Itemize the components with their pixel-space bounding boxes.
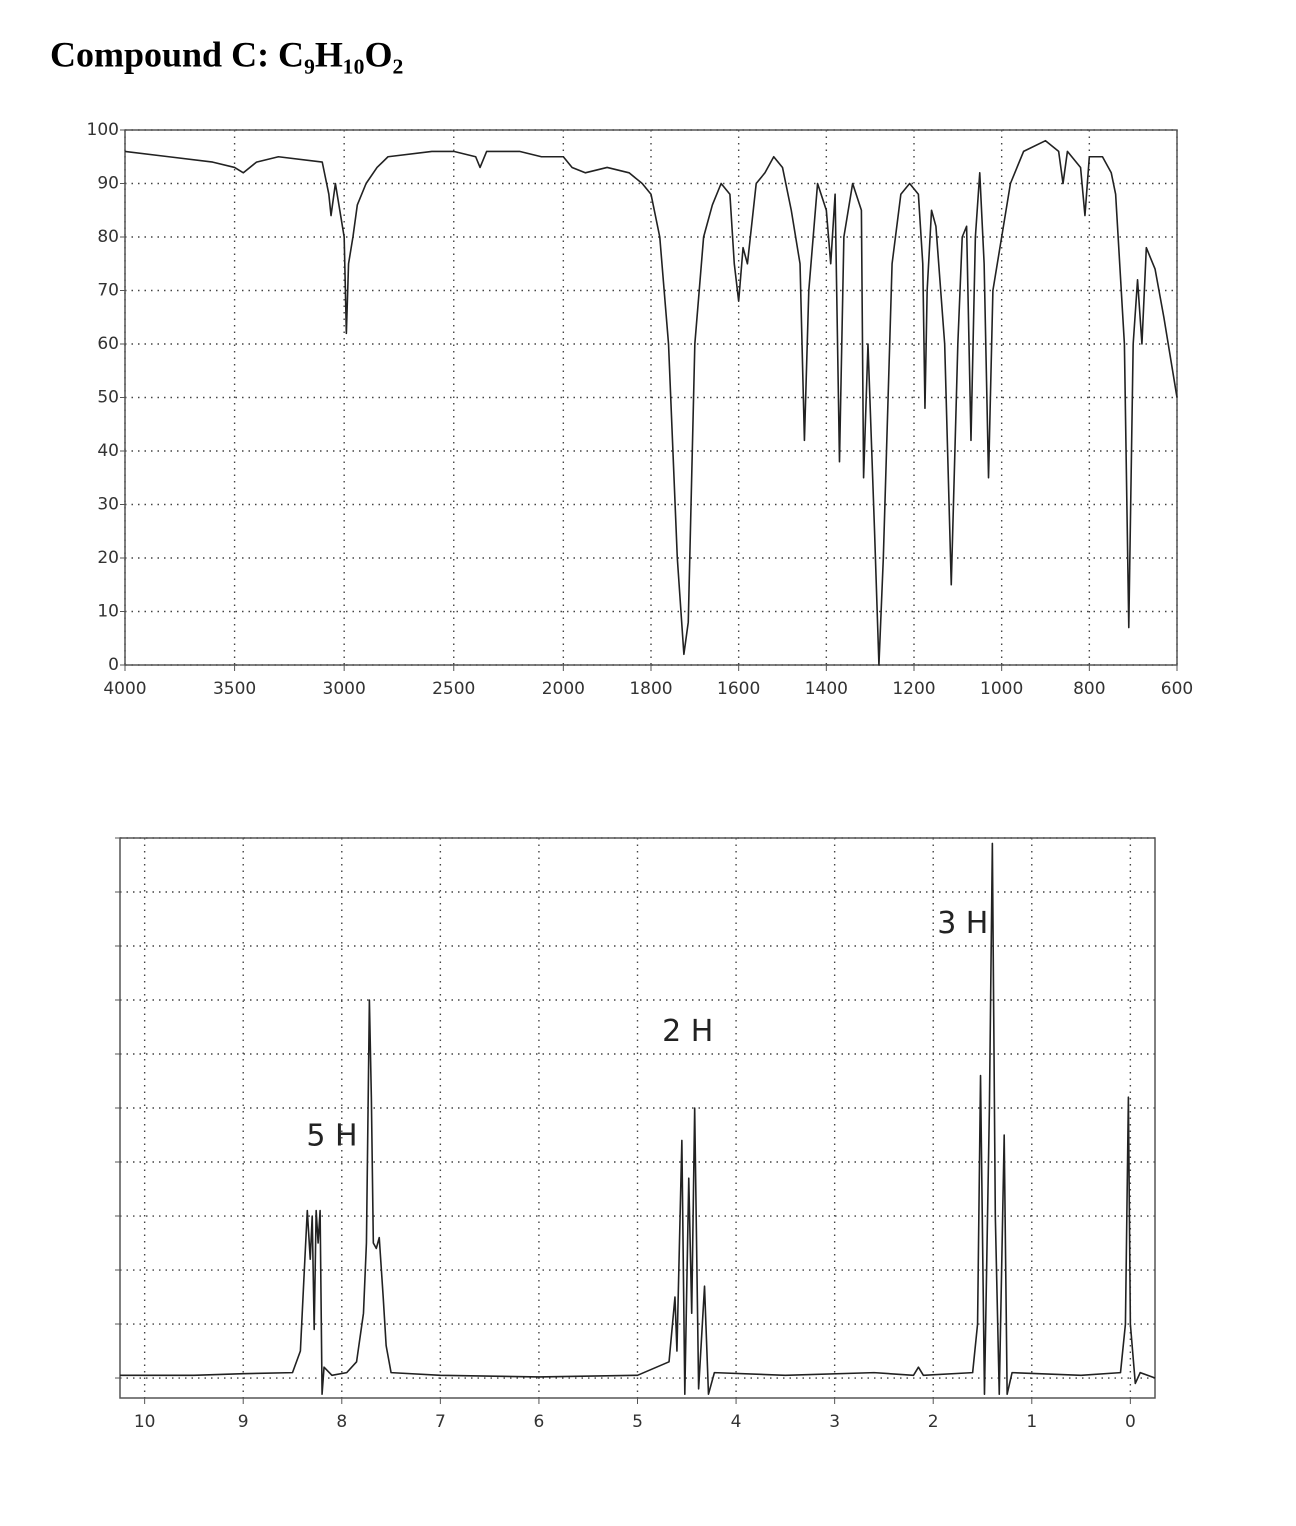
x-tick-label: 2500 <box>432 679 475 699</box>
y-tick-label: 10 <box>97 602 119 622</box>
x-tick-label: 4000 <box>103 679 146 699</box>
x-tick-label: 6 <box>534 1412 545 1432</box>
x-tick-label: 0 <box>1125 1412 1136 1432</box>
y-tick-label: 90 <box>97 174 119 194</box>
spectrum-line <box>120 842 1156 1396</box>
x-tick-label: 3000 <box>323 679 366 699</box>
x-tick-label: 800 <box>1073 679 1105 699</box>
y-tick-label: 100 <box>87 120 119 140</box>
x-tick-label: 3 <box>829 1412 840 1432</box>
spectrum-line <box>124 139 1178 666</box>
y-tick-label: 80 <box>97 227 119 247</box>
annotation: 3 H <box>937 906 988 941</box>
x-tick-label: 5 <box>632 1412 643 1432</box>
x-tick-label: 2000 <box>542 679 585 699</box>
y-tick-label: 20 <box>97 548 119 568</box>
x-tick-label: 1600 <box>717 679 760 699</box>
x-tick-label: 1000 <box>980 679 1023 699</box>
x-tick-label: 7 <box>435 1412 446 1432</box>
x-tick-label: 10 <box>134 1412 156 1432</box>
y-tick-label: 40 <box>97 441 119 461</box>
plot-frame <box>119 837 1156 1399</box>
x-tick-label: 1800 <box>629 679 672 699</box>
x-tick-label: 4 <box>731 1412 742 1432</box>
x-tick-label: 1200 <box>892 679 935 699</box>
annotation: 2 H <box>662 1014 713 1049</box>
x-tick-label: 8 <box>336 1412 347 1432</box>
x-tick-label: 2 <box>928 1412 939 1432</box>
y-tick-label: 50 <box>97 388 119 408</box>
x-tick-label: 1 <box>1026 1412 1037 1432</box>
y-tick-label: 30 <box>97 495 119 515</box>
x-tick-label: 9 <box>238 1412 249 1432</box>
x-tick-label: 3500 <box>213 679 256 699</box>
x-tick-label: 600 <box>1161 679 1193 699</box>
annotation: 5 H <box>306 1119 357 1154</box>
y-tick-label: 70 <box>97 281 119 301</box>
page-title: Compound C: C₉H₁₀O₂ <box>50 34 403 74</box>
y-tick-label: 0 <box>108 655 119 675</box>
y-tick-label: 60 <box>97 334 119 354</box>
x-tick-label: 1400 <box>805 679 848 699</box>
